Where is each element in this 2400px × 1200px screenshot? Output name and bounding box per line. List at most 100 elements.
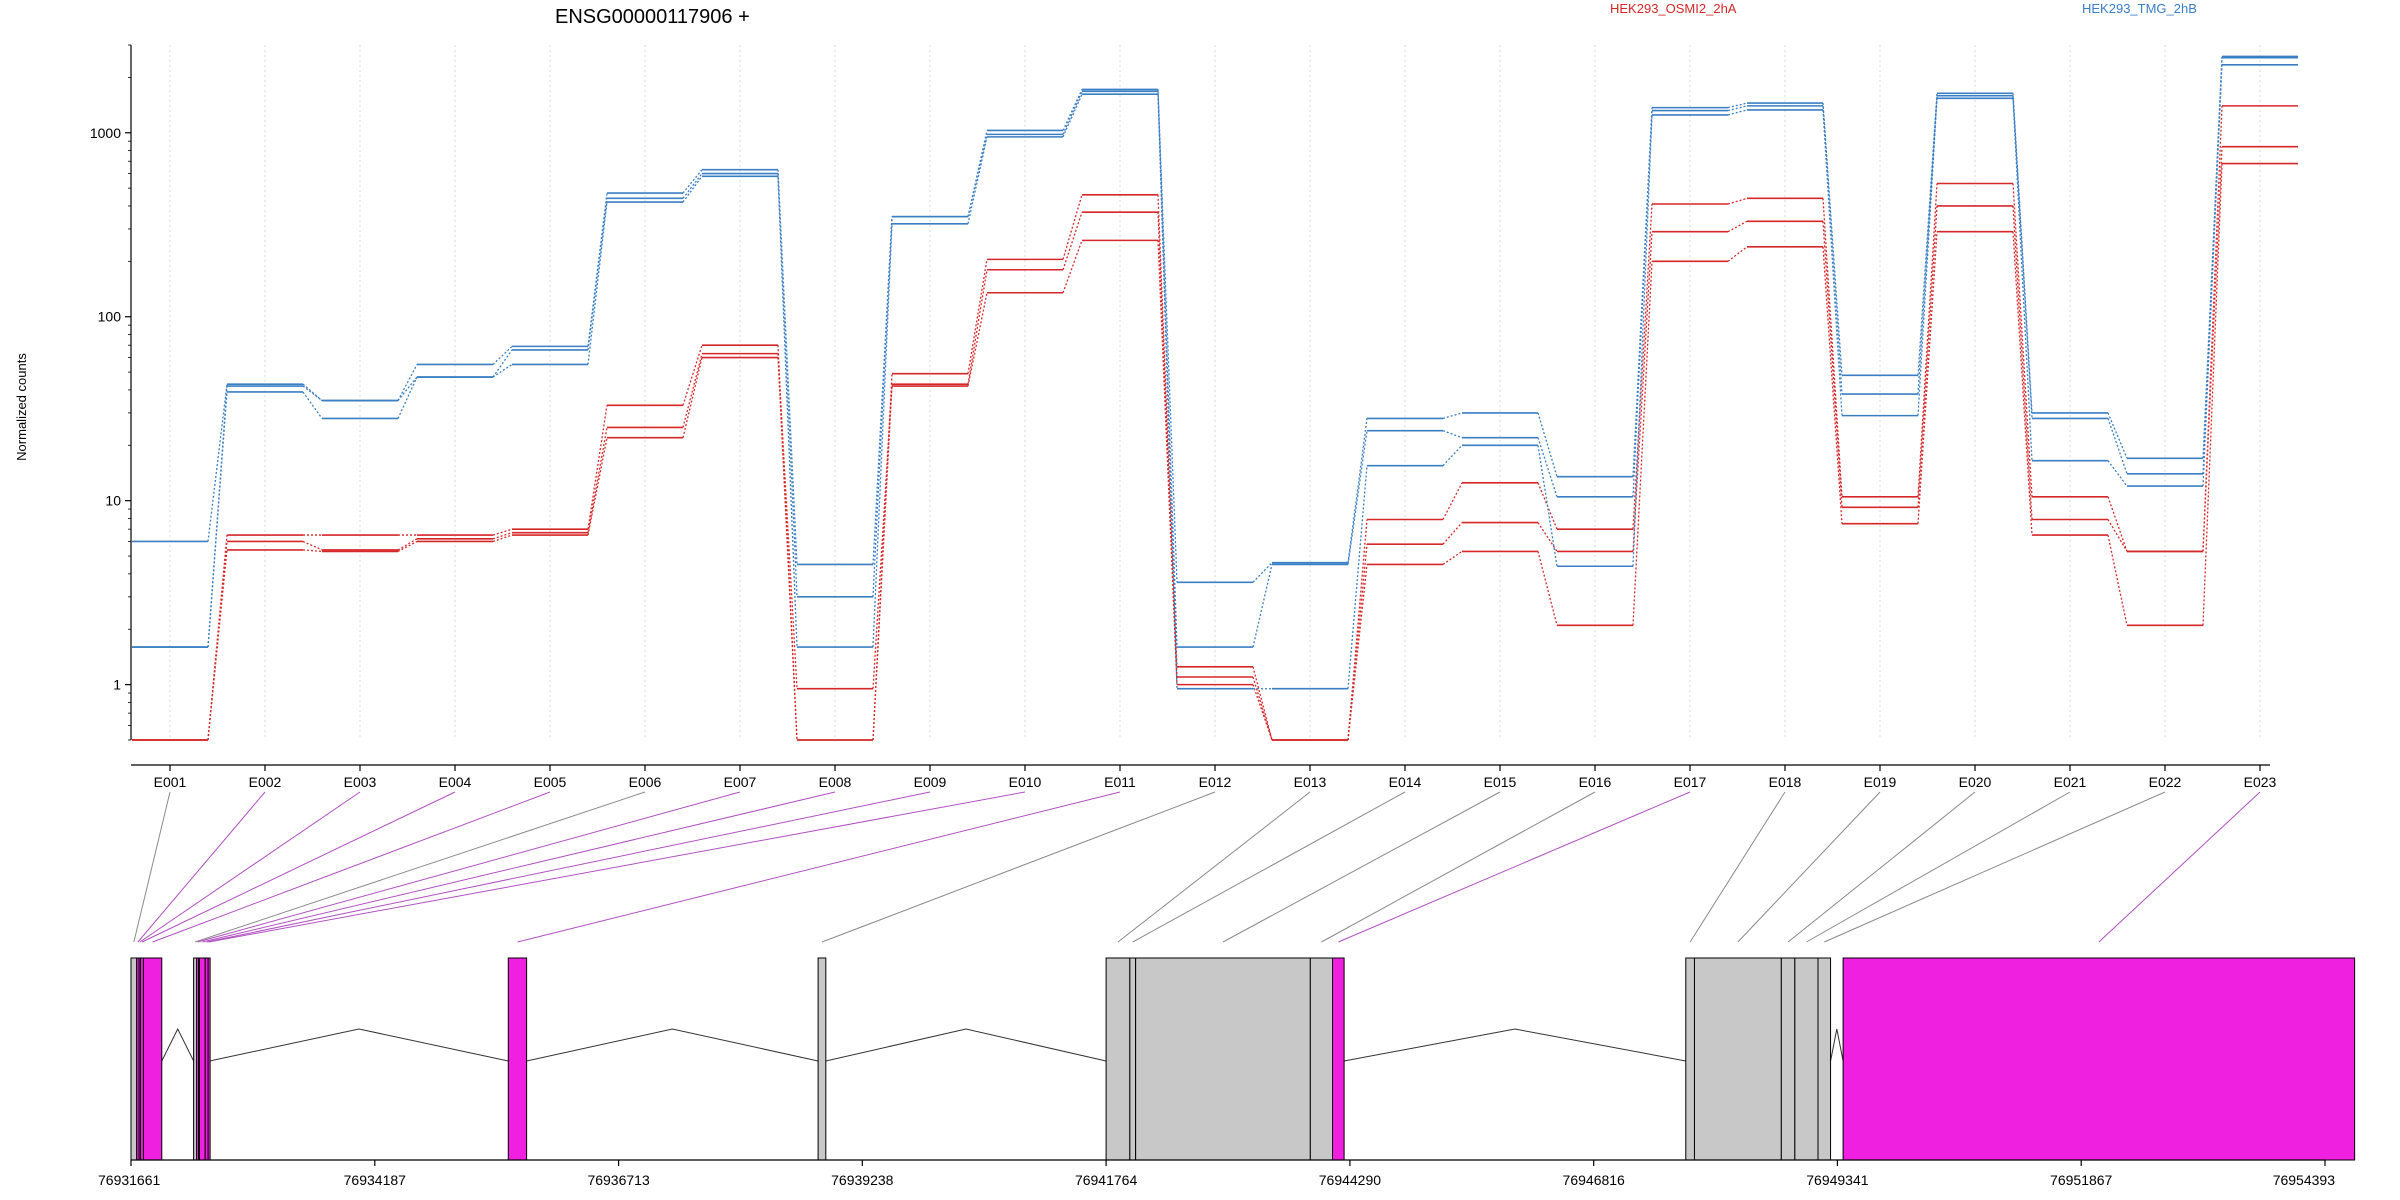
connector-E018 xyxy=(1689,791,1786,943)
legend-entry-tmg: HEK293_TMG_2hB xyxy=(2082,1,2197,16)
series-connector xyxy=(2012,183,2033,497)
exon-bin-E001 xyxy=(130,957,138,1161)
series-6 xyxy=(132,64,2298,690)
x-tick-label: E001 xyxy=(154,774,187,790)
x-tick-label: E007 xyxy=(724,774,757,790)
connector-E002 xyxy=(137,791,266,943)
series-connector xyxy=(1537,412,1558,477)
series-connector xyxy=(1632,261,1653,626)
series-connector xyxy=(397,364,418,401)
series-connector xyxy=(1727,109,1748,116)
series-connector xyxy=(1727,105,1748,112)
series-connector xyxy=(1917,231,1938,524)
genomic-tick-label: 76946816 xyxy=(1563,1172,1626,1188)
exon-bin-E020 xyxy=(1780,957,1796,1161)
series-connector xyxy=(1252,676,1273,741)
series-connector xyxy=(2107,418,2128,475)
series-connector xyxy=(587,437,608,536)
series-connector xyxy=(1917,95,1938,395)
series-connector xyxy=(1062,89,1083,131)
exon-bin-E007 xyxy=(196,957,200,1161)
series-connector xyxy=(2107,534,2128,626)
series-connector xyxy=(682,175,703,203)
connector-E001 xyxy=(133,791,171,943)
genomic-tick-label: 76934187 xyxy=(344,1172,407,1188)
connector-E017 xyxy=(1338,791,1691,943)
connector-E013 xyxy=(1117,791,1311,943)
series-connector xyxy=(2012,231,2033,536)
series-connector xyxy=(1442,482,1463,520)
exon-bin-E013 xyxy=(1105,957,1131,1161)
genomic-axis: 76931661 76934187 76936713 76939238 76941764… xyxy=(98,1159,2335,1188)
x-tick-label: E010 xyxy=(1009,774,1042,790)
series-connector xyxy=(1157,94,1178,689)
connector-E005 xyxy=(152,791,551,943)
series-connector xyxy=(2202,146,2223,552)
series-connector xyxy=(1347,430,1368,565)
connector-E020 xyxy=(1787,791,1976,943)
x-tick-label: E023 xyxy=(2244,774,2277,790)
connector-E010 xyxy=(208,791,1026,943)
series-connector xyxy=(1727,197,1748,205)
series-connector xyxy=(777,173,798,597)
intron-line xyxy=(209,1028,509,1062)
series-connector xyxy=(872,223,893,648)
genomic-tick-label: 76936713 xyxy=(587,1172,650,1188)
x-tick-label: E016 xyxy=(1579,774,1612,790)
series-connector xyxy=(1917,183,1938,497)
exon-bin-E023 xyxy=(1842,957,2356,1161)
series-connector xyxy=(2202,163,2223,626)
exon-bin-E019 xyxy=(1693,957,1782,1161)
series-connector xyxy=(1822,103,1843,376)
genomic-tick-label: 76939238 xyxy=(831,1172,894,1188)
exon-bin-E018 xyxy=(1685,957,1695,1161)
exon-bin-E008 xyxy=(198,957,206,1161)
series-connector xyxy=(1537,551,1558,626)
connector-E008 xyxy=(202,791,836,943)
genomic-tick-label: 76941764 xyxy=(1075,1172,1138,1188)
series-connector xyxy=(1632,110,1653,497)
series-connector xyxy=(967,136,988,224)
series-connector xyxy=(682,345,703,406)
series-connector xyxy=(492,349,513,378)
y-tick-label: 10 xyxy=(105,493,121,509)
connector-E004 xyxy=(141,791,456,943)
series-connector xyxy=(302,391,323,419)
series-connector xyxy=(1442,444,1463,467)
exon-bin-E015 xyxy=(1135,957,1311,1161)
series-connector xyxy=(967,269,988,385)
series-connector xyxy=(682,353,703,428)
x-tick-label: E005 xyxy=(534,774,567,790)
x-tick-label: E022 xyxy=(2149,774,2182,790)
x-tick-label: E002 xyxy=(249,774,282,790)
series-connector xyxy=(1917,93,1938,376)
grid-lines xyxy=(169,45,2261,740)
series-connector xyxy=(207,391,228,648)
genomic-tick-label: 76944290 xyxy=(1319,1172,1382,1188)
series-connector xyxy=(1727,102,1748,109)
series-1 xyxy=(132,105,2298,741)
genomic-tick-label: 76951867 xyxy=(2050,1172,2113,1188)
y-axis-label: Normalized counts xyxy=(14,353,29,461)
series-connector xyxy=(1252,684,1273,741)
exon-bin-E010 xyxy=(207,957,211,1161)
connector-E019 xyxy=(1737,791,1881,943)
exon-bin-E014 xyxy=(1129,957,1137,1161)
series-connector xyxy=(872,216,893,597)
x-tick-label: E011 xyxy=(1104,774,1136,790)
exon-bin-E011 xyxy=(507,957,528,1161)
exon-connectors xyxy=(133,791,2261,943)
series-connector xyxy=(1537,522,1558,552)
series-connector xyxy=(2012,98,2033,461)
x-tick-label: E006 xyxy=(629,774,662,790)
series-connector xyxy=(1062,240,1083,293)
y-tick-label: 1000 xyxy=(90,125,121,141)
chart-title: ENSG00000117906 + xyxy=(555,6,750,28)
x-tick-label: E017 xyxy=(1674,774,1707,790)
series-connector xyxy=(1917,98,1938,416)
series-connector xyxy=(682,169,703,194)
x-tick-label: E008 xyxy=(819,774,852,790)
series-connector xyxy=(2012,95,2033,419)
connector-E003 xyxy=(139,791,361,943)
